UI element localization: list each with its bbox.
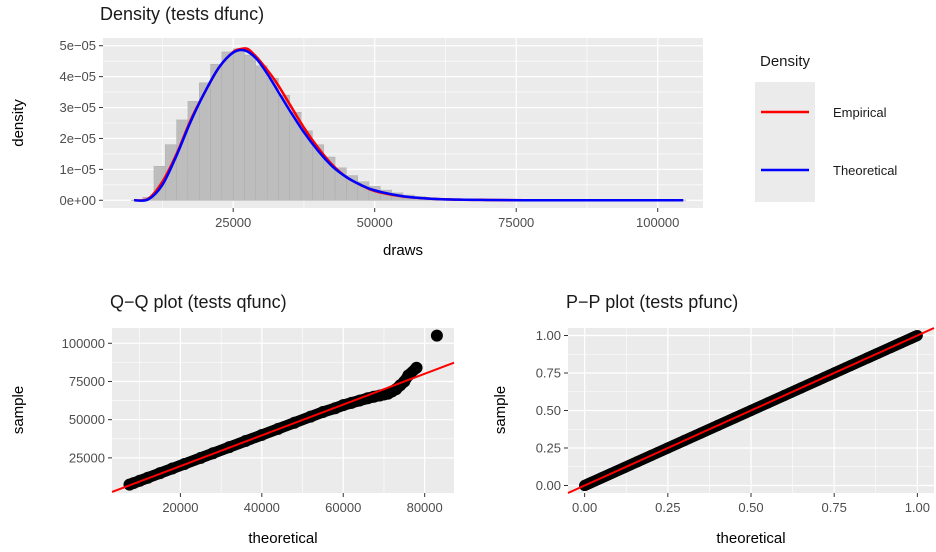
qq-x-tick-label: 20000 [162, 500, 198, 515]
qq-x-ticks: 20000 40000 60000 80000 [162, 493, 443, 515]
qq-y-tick-label: 75000 [69, 374, 105, 389]
pp-x-tick-label: 0.25 [655, 500, 680, 515]
pp-title: P−P plot (tests pfunc) [566, 292, 738, 312]
density-y-tick-label: 0e+00 [59, 193, 96, 208]
pp-x-tick-label: 0.50 [738, 500, 763, 515]
pp-chart: P−P plot (tests pfunc) 0.00 0.25 0.50 0.75 1… [492, 292, 935, 547]
histogram-bar [221, 51, 234, 201]
density-x-tick-label: 25000 [215, 215, 251, 230]
density-x-tick-label: 75000 [498, 215, 534, 230]
density-y-tick-label: 2e−05 [59, 131, 96, 146]
pp-y-axis-label: sample [492, 386, 509, 434]
qq-x-axis-label: theoretical [248, 530, 317, 547]
qq-x-tick-label: 80000 [407, 500, 443, 515]
pp-x-axis-label: theoretical [716, 530, 785, 547]
density-theoretical-line [134, 48, 684, 202]
density-y-tick-label: 1e−05 [59, 162, 96, 177]
histogram-bar [255, 65, 268, 201]
density-histogram [131, 48, 687, 201]
histogram-bar [232, 48, 245, 201]
pp-y-tick-label: 0.50 [536, 403, 561, 418]
density-legend: Density Empirical Theoretical [755, 53, 897, 202]
pp-y-tick-label: 0.00 [536, 478, 561, 493]
density-chart: Density (tests dfunc) 0e+00 1e−05 2e−05 3e−… [10, 4, 897, 259]
histogram-bar [210, 64, 223, 201]
qq-x-tick-label: 40000 [244, 500, 280, 515]
pp-gridlines [568, 328, 934, 493]
density-y-tick-label: 3e−05 [59, 100, 96, 115]
legend-key-theoretical-bg [755, 142, 815, 202]
qq-y-tick-label: 25000 [69, 450, 105, 465]
density-x-ticks: 25000 50000 75000 100000 [215, 208, 679, 230]
pp-y-ticks: 0.00 0.25 0.50 0.75 1.00 [536, 328, 568, 493]
legend-label-empirical: Empirical [833, 105, 887, 120]
pp-reference-line [567, 327, 935, 494]
density-y-tick-label: 4e−05 [59, 69, 96, 84]
pp-x-tick-label: 1.00 [905, 500, 930, 515]
qq-y-ticks: 25000 50000 75000 100000 [62, 336, 112, 465]
density-x-axis-label: draws [383, 242, 423, 259]
qq-y-tick-label: 50000 [69, 412, 105, 427]
qq-reference-line [111, 361, 455, 493]
qq-y-tick-label: 100000 [62, 336, 105, 351]
pp-y-tick-label: 0.25 [536, 441, 561, 456]
density-x-tick-label: 100000 [636, 215, 679, 230]
qq-x-tick-label: 60000 [325, 500, 361, 515]
histogram-bar [266, 77, 279, 201]
pp-y-tick-label: 0.75 [536, 366, 561, 381]
qq-chart: Q−Q plot (tests qfunc) 25000 50000 75000 10… [10, 292, 455, 547]
qq-title: Q−Q plot (tests qfunc) [110, 292, 287, 312]
pp-x-tick-label: 0.00 [572, 500, 597, 515]
density-y-axis-label: density [10, 99, 27, 147]
density-x-tick-label: 50000 [357, 215, 393, 230]
pp-x-tick-label: 0.75 [822, 500, 847, 515]
legend-label-theoretical: Theoretical [833, 163, 897, 178]
histogram-bar [278, 94, 290, 201]
pp-y-tick-label: 1.00 [536, 328, 561, 343]
legend-title: Density [760, 53, 811, 70]
qq-y-axis-label: sample [10, 386, 27, 434]
density-y-tick-label: 5e−05 [59, 38, 96, 53]
histogram-bar [244, 54, 257, 201]
qq-point [430, 329, 443, 342]
qq-point [410, 361, 423, 374]
pp-x-ticks: 0.00 0.25 0.50 0.75 1.00 [572, 493, 930, 515]
density-y-ticks: 0e+00 1e−05 2e−05 3e−05 4e−05 5e−05 [59, 38, 103, 208]
density-title: Density (tests dfunc) [100, 4, 264, 24]
